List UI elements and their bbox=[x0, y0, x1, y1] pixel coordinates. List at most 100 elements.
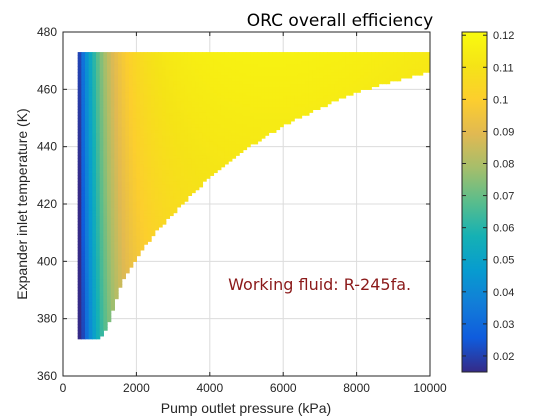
heatmap-cell bbox=[81, 138, 86, 142]
heatmap-cell bbox=[272, 118, 277, 122]
heatmap-cell bbox=[96, 172, 101, 176]
heatmap-cell bbox=[92, 290, 97, 294]
heatmap-cell bbox=[290, 83, 295, 88]
heatmap-cell bbox=[345, 83, 350, 88]
heatmap-cell bbox=[257, 75, 262, 79]
heatmap-cell bbox=[231, 100, 237, 105]
heatmap-cell bbox=[147, 66, 152, 70]
heatmap-cell bbox=[195, 75, 200, 79]
heatmap-cell bbox=[114, 192, 119, 196]
heatmap-cell bbox=[143, 97, 149, 102]
heatmap-cell bbox=[143, 192, 149, 196]
heatmap-cell bbox=[125, 238, 130, 242]
heatmap-cell bbox=[195, 149, 200, 153]
heatmap-cell bbox=[118, 183, 123, 188]
heatmap-cell bbox=[132, 123, 137, 128]
heatmap-cell bbox=[253, 52, 259, 56]
heatmap-cell bbox=[77, 192, 82, 196]
heatmap-cell bbox=[129, 226, 134, 231]
heatmap-cell bbox=[180, 143, 185, 148]
heatmap-cell bbox=[118, 272, 123, 277]
heatmap-cell bbox=[290, 77, 295, 82]
heatmap-cell bbox=[88, 264, 93, 268]
heatmap-cell bbox=[129, 135, 134, 139]
heatmap-cell bbox=[253, 83, 259, 88]
heatmap-cell bbox=[272, 72, 277, 76]
heatmap-cell bbox=[81, 312, 86, 317]
heatmap-cell bbox=[261, 103, 266, 108]
heatmap-cell bbox=[125, 83, 130, 88]
heatmap-cell bbox=[367, 57, 372, 62]
heatmap-cell bbox=[85, 307, 90, 311]
heatmap-cell bbox=[114, 135, 119, 139]
heatmap-cell bbox=[96, 310, 101, 314]
heatmap-cell bbox=[147, 172, 152, 176]
heatmap-cell bbox=[323, 52, 328, 56]
heatmap-cell bbox=[338, 75, 343, 79]
heatmap-cell bbox=[228, 77, 233, 82]
heatmap-cell bbox=[301, 77, 306, 82]
heatmap-cell bbox=[187, 75, 193, 79]
heatmap-cell bbox=[363, 57, 369, 62]
heatmap-cell bbox=[257, 77, 262, 82]
heatmap-cell bbox=[129, 77, 134, 82]
heatmap-cell bbox=[184, 109, 189, 113]
heatmap-cell bbox=[92, 244, 97, 248]
heatmap-cell bbox=[136, 247, 141, 251]
heatmap-cell bbox=[290, 54, 295, 59]
heatmap-cell bbox=[107, 112, 112, 116]
heatmap-cell bbox=[213, 95, 218, 99]
heatmap-cell bbox=[147, 106, 152, 110]
heatmap-cell bbox=[77, 209, 82, 214]
heatmap-cell bbox=[187, 57, 193, 62]
heatmap-cell bbox=[114, 52, 119, 56]
heatmap-cell bbox=[85, 198, 90, 202]
heatmap-cell bbox=[169, 129, 174, 133]
heatmap-cell bbox=[85, 83, 90, 88]
heatmap-cell bbox=[85, 140, 90, 145]
heatmap-cell bbox=[107, 272, 112, 277]
heatmap-cell bbox=[352, 75, 358, 79]
heatmap-cell bbox=[88, 232, 93, 237]
heatmap-cell bbox=[147, 60, 152, 65]
heatmap-cell bbox=[341, 83, 347, 88]
heatmap-cell bbox=[198, 149, 204, 153]
heatmap-cell bbox=[180, 152, 185, 156]
heatmap-cell bbox=[220, 118, 226, 122]
heatmap-cell bbox=[103, 287, 108, 291]
heatmap-cell bbox=[103, 120, 108, 125]
heatmap-cell bbox=[140, 172, 145, 176]
heatmap-cell bbox=[96, 54, 101, 59]
heatmap-cell bbox=[81, 69, 86, 73]
heatmap-cell bbox=[235, 120, 240, 125]
heatmap-cell bbox=[121, 195, 126, 199]
heatmap-cell bbox=[158, 57, 163, 62]
heatmap-cell bbox=[169, 77, 174, 82]
heatmap-cell bbox=[136, 120, 141, 125]
heatmap-cell bbox=[217, 106, 222, 110]
heatmap-cell bbox=[121, 132, 126, 136]
heatmap-cell bbox=[305, 66, 310, 70]
heatmap-cell bbox=[323, 69, 328, 73]
heatmap-cell bbox=[129, 212, 134, 217]
heatmap-cell bbox=[121, 241, 126, 245]
heatmap-cell bbox=[107, 77, 112, 82]
heatmap-cell bbox=[162, 218, 167, 222]
heatmap-cell bbox=[330, 66, 336, 70]
heatmap-cell bbox=[184, 63, 189, 67]
heatmap-cell bbox=[107, 163, 112, 168]
heatmap-cell bbox=[345, 66, 350, 70]
heatmap-cell bbox=[334, 75, 339, 79]
heatmap-cell bbox=[206, 118, 211, 122]
heatmap-cell bbox=[235, 103, 240, 108]
heatmap-cell bbox=[99, 218, 104, 222]
heatmap-cell bbox=[319, 57, 325, 62]
heatmap-cell bbox=[169, 126, 174, 131]
heatmap-cell bbox=[352, 57, 358, 62]
heatmap-cell bbox=[286, 54, 292, 59]
heatmap-cell bbox=[99, 258, 104, 262]
heatmap-cell bbox=[92, 235, 97, 239]
heatmap-cell bbox=[213, 138, 218, 142]
heatmap-cell bbox=[118, 83, 123, 88]
heatmap-cell bbox=[202, 118, 207, 122]
